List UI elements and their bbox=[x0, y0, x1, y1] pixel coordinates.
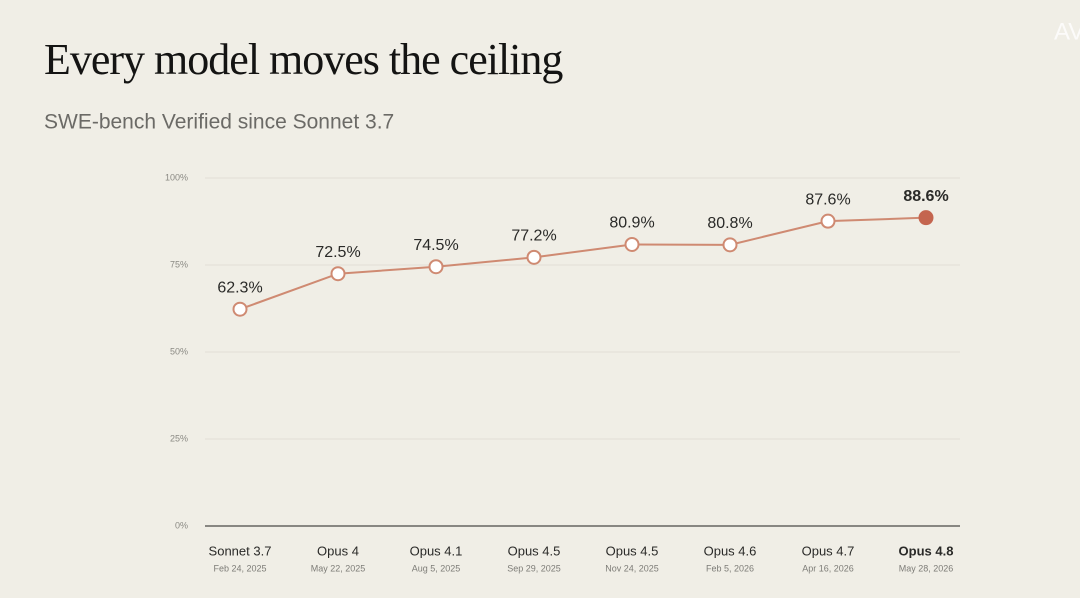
x-tick-label: Opus 4.6 bbox=[704, 543, 757, 558]
point bbox=[330, 266, 346, 282]
y-tick-label: 100% bbox=[165, 172, 188, 182]
value-label: 77.2% bbox=[511, 228, 556, 245]
x-tick-label: Opus 4.7 bbox=[802, 543, 855, 558]
y-tick-label: 75% bbox=[170, 259, 188, 269]
x-tick-label: Opus 4 bbox=[317, 543, 359, 558]
x-tick-label: Opus 4.5 bbox=[606, 543, 659, 558]
watermark: AV bbox=[1054, 18, 1080, 45]
x-tick-date: Aug 5, 2025 bbox=[412, 563, 461, 573]
point bbox=[428, 259, 444, 275]
y-tick-label: 25% bbox=[170, 433, 188, 443]
x-tick-date: May 22, 2025 bbox=[311, 563, 366, 573]
x-tick-date: Feb 24, 2025 bbox=[213, 563, 266, 573]
x-tick-label: Sonnet 3.7 bbox=[209, 543, 272, 558]
point bbox=[918, 210, 934, 226]
x-tick-date: Sep 29, 2025 bbox=[507, 563, 561, 573]
value-label: 87.6% bbox=[805, 191, 850, 208]
x-tick-label: Opus 4.1 bbox=[410, 543, 463, 558]
value-label: 88.6% bbox=[903, 188, 948, 205]
point bbox=[624, 236, 640, 252]
x-tick-label: Opus 4.8 bbox=[899, 543, 954, 558]
value-label: 80.9% bbox=[609, 215, 654, 232]
chart-subtitle: SWE-bench Verified since Sonnet 3.7 bbox=[44, 111, 394, 134]
x-tick-date: Nov 24, 2025 bbox=[605, 563, 659, 573]
x-tick-date: Feb 5, 2026 bbox=[706, 563, 754, 573]
x-tick-date: May 28, 2026 bbox=[899, 563, 954, 573]
x-tick-label: Opus 4.5 bbox=[508, 543, 561, 558]
chart-title: Every model moves the ceiling bbox=[44, 35, 563, 84]
point bbox=[526, 249, 542, 265]
point bbox=[232, 301, 248, 317]
point bbox=[820, 213, 836, 229]
value-label: 80.8% bbox=[707, 215, 752, 232]
x-tick-date: Apr 16, 2026 bbox=[802, 563, 854, 573]
value-label: 62.3% bbox=[217, 279, 262, 296]
point bbox=[722, 237, 738, 253]
line bbox=[239, 216, 927, 311]
y-tick-label: 50% bbox=[170, 346, 188, 356]
value-label: 74.5% bbox=[413, 237, 458, 254]
y-tick-label: 0% bbox=[175, 520, 188, 530]
value-label: 72.5% bbox=[315, 244, 360, 261]
